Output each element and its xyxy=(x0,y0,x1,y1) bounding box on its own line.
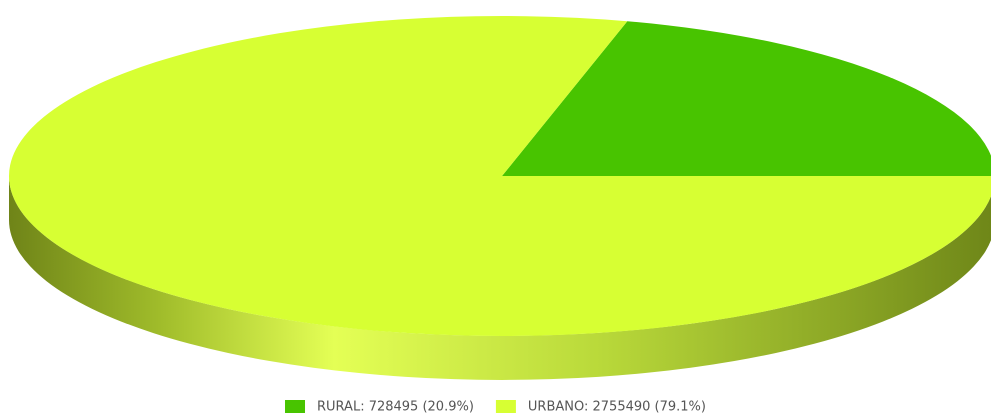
slice xyxy=(9,16,991,336)
slice xyxy=(502,21,991,176)
slice-side xyxy=(9,176,991,380)
legend-label: RURAL: 728495 (20.9%) xyxy=(317,400,474,415)
legend-label: URBANO: 2755490 (79.1%) xyxy=(528,400,706,415)
legend-swatch xyxy=(495,400,516,413)
legend-swatch xyxy=(285,400,306,413)
